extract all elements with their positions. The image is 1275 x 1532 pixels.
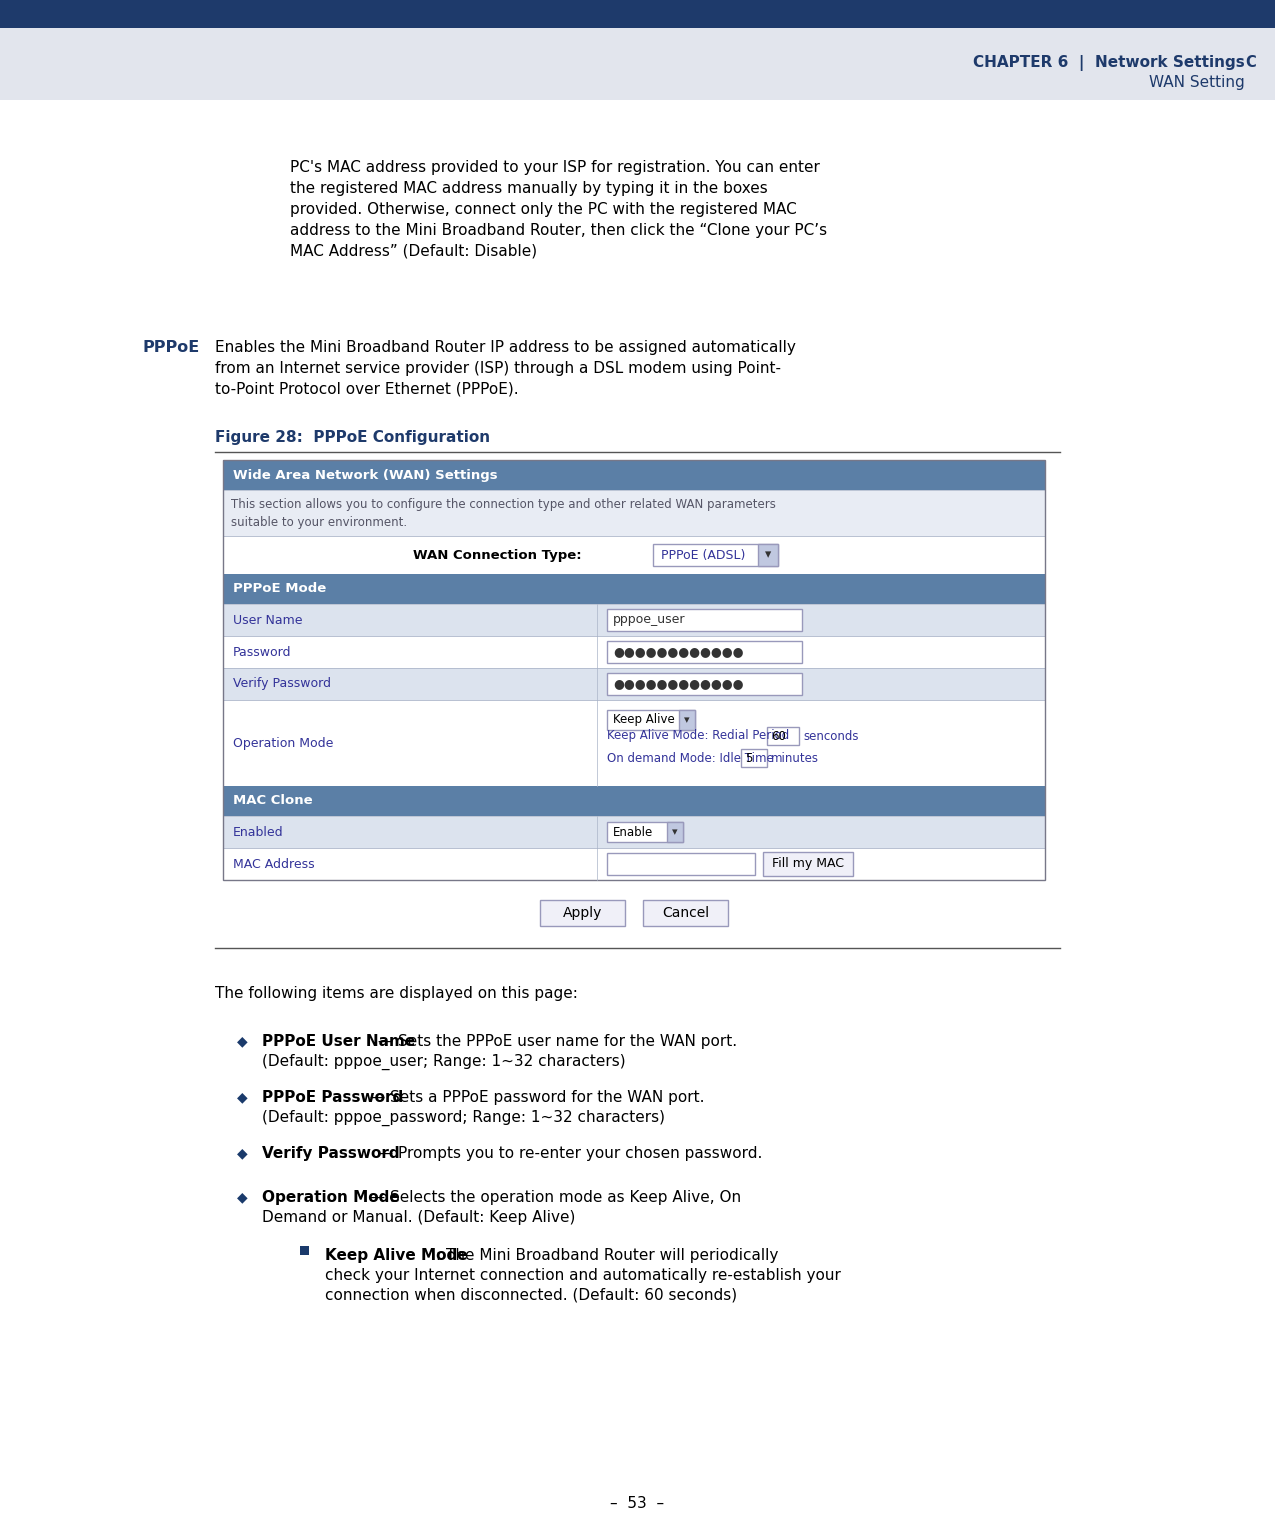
Text: Demand or Manual. (Default: Keep Alive): Demand or Manual. (Default: Keep Alive) xyxy=(261,1210,575,1226)
Bar xyxy=(607,673,802,696)
Text: minutes: minutes xyxy=(771,752,819,764)
Text: : The Mini Broadband Router will periodically: : The Mini Broadband Router will periodi… xyxy=(436,1249,778,1262)
Bar xyxy=(653,544,778,565)
Text: connection when disconnected. (Default: 60 seconds): connection when disconnected. (Default: … xyxy=(325,1288,737,1304)
Text: the registered MAC address manually by typing it in the boxes: the registered MAC address manually by t… xyxy=(289,181,768,196)
Text: PPPoE (ADSL): PPPoE (ADSL) xyxy=(660,548,746,562)
Bar xyxy=(607,640,802,663)
Text: Keep Alive Mode: Redial Period: Keep Alive Mode: Redial Period xyxy=(607,729,789,743)
Text: This section allows you to configure the connection type and other related WAN p: This section allows you to configure the… xyxy=(231,498,776,512)
Text: — Prompts you to re-enter your chosen password.: — Prompts you to re-enter your chosen pa… xyxy=(372,1146,762,1161)
Text: Verify Password: Verify Password xyxy=(261,1146,399,1161)
Text: MAC Address: MAC Address xyxy=(233,858,315,870)
Text: PPPoE: PPPoE xyxy=(143,340,200,355)
Text: C: C xyxy=(1244,55,1256,70)
Bar xyxy=(680,709,695,731)
Text: address to the Mini Broadband Router, then click the “Clone your PC’s: address to the Mini Broadband Router, th… xyxy=(289,224,827,237)
Bar xyxy=(223,668,1046,700)
Bar xyxy=(223,460,1046,490)
Bar xyxy=(607,610,802,631)
Text: Enables the Mini Broadband Router IP address to be assigned automatically: Enables the Mini Broadband Router IP add… xyxy=(215,340,796,355)
Bar xyxy=(223,849,1046,879)
Bar xyxy=(768,728,799,745)
Text: Enabled: Enabled xyxy=(233,826,283,838)
Text: PC's MAC address provided to your ISP for registration. You can enter: PC's MAC address provided to your ISP fo… xyxy=(289,159,820,175)
Text: Keep Alive: Keep Alive xyxy=(613,714,674,726)
Text: Fill my MAC: Fill my MAC xyxy=(771,858,844,870)
Text: — Selects the operation mode as Keep Alive, On: — Selects the operation mode as Keep Ali… xyxy=(365,1190,741,1206)
Bar xyxy=(759,544,778,565)
Text: User Name: User Name xyxy=(233,613,302,627)
Text: CHAPTER 6  |  Network Settings: CHAPTER 6 | Network Settings xyxy=(973,55,1244,70)
Bar xyxy=(223,490,1046,536)
Text: Figure 28:  PPPoE Configuration: Figure 28: PPPoE Configuration xyxy=(215,430,490,444)
Bar xyxy=(0,28,1275,100)
Text: ●●●●●●●●●●●●: ●●●●●●●●●●●● xyxy=(613,677,743,691)
Bar xyxy=(223,460,1046,879)
Text: Operation Mode: Operation Mode xyxy=(233,737,333,749)
Text: PPPoE Password: PPPoE Password xyxy=(261,1089,403,1105)
Text: Operation Mode: Operation Mode xyxy=(261,1190,400,1206)
Text: (Default: pppoe_password; Range: 1~32 characters): (Default: pppoe_password; Range: 1~32 ch… xyxy=(261,1111,666,1126)
Text: Wide Area Network (WAN) Settings: Wide Area Network (WAN) Settings xyxy=(233,469,497,481)
Text: –  53  –: – 53 – xyxy=(609,1497,664,1512)
Text: Verify Password: Verify Password xyxy=(233,677,332,691)
Text: ◆: ◆ xyxy=(237,1190,247,1204)
Text: check your Internet connection and automatically re-establish your: check your Internet connection and autom… xyxy=(325,1268,842,1282)
Text: senconds: senconds xyxy=(803,729,858,743)
Text: WAN Connection Type:: WAN Connection Type: xyxy=(413,548,581,562)
Text: ◆: ◆ xyxy=(237,1089,247,1105)
Text: pppoe_user: pppoe_user xyxy=(613,613,686,627)
Text: Cancel: Cancel xyxy=(662,905,709,921)
Bar xyxy=(223,604,1046,636)
Bar xyxy=(223,536,1046,574)
Bar xyxy=(607,709,695,731)
Bar xyxy=(643,899,728,925)
Bar xyxy=(223,574,1046,604)
Text: ▾: ▾ xyxy=(765,548,771,562)
Text: from an Internet service provider (ISP) through a DSL modem using Point-: from an Internet service provider (ISP) … xyxy=(215,362,782,375)
Bar xyxy=(541,899,625,925)
Bar xyxy=(223,490,1046,536)
Bar xyxy=(223,786,1046,817)
Text: to-Point Protocol over Ethernet (PPPoE).: to-Point Protocol over Ethernet (PPPoE). xyxy=(215,381,519,397)
Text: Keep Alive Mode: Keep Alive Mode xyxy=(325,1249,468,1262)
Bar xyxy=(667,823,683,843)
Text: ●●●●●●●●●●●●: ●●●●●●●●●●●● xyxy=(613,645,743,659)
Text: WAN Setting: WAN Setting xyxy=(1149,75,1244,90)
Bar xyxy=(223,700,1046,786)
Text: provided. Otherwise, connect only the PC with the registered MAC: provided. Otherwise, connect only the PC… xyxy=(289,202,797,218)
Bar xyxy=(762,852,853,876)
Bar xyxy=(607,853,755,875)
Text: Apply: Apply xyxy=(562,905,602,921)
Text: ▾: ▾ xyxy=(685,715,690,725)
Text: On demand Mode: Idle Time: On demand Mode: Idle Time xyxy=(607,752,774,764)
Bar xyxy=(223,817,1046,849)
Text: suitable to your environment.: suitable to your environment. xyxy=(231,516,407,529)
Text: — Sets the PPPoE user name for the WAN port.: — Sets the PPPoE user name for the WAN p… xyxy=(372,1034,737,1049)
Text: (Default: pppoe_user; Range: 1~32 characters): (Default: pppoe_user; Range: 1~32 charac… xyxy=(261,1054,626,1071)
Bar xyxy=(0,0,1275,28)
Text: Enable: Enable xyxy=(613,826,653,838)
Bar xyxy=(607,823,683,843)
Text: Password: Password xyxy=(233,645,292,659)
Text: — Sets a PPPoE password for the WAN port.: — Sets a PPPoE password for the WAN port… xyxy=(365,1089,705,1105)
Bar xyxy=(300,1246,309,1255)
Text: ▾: ▾ xyxy=(672,827,678,836)
Text: MAC Address” (Default: Disable): MAC Address” (Default: Disable) xyxy=(289,244,537,259)
Text: MAC Clone: MAC Clone xyxy=(233,795,312,807)
Bar xyxy=(223,636,1046,668)
Bar xyxy=(741,749,766,768)
Text: 60: 60 xyxy=(771,729,785,743)
Text: ◆: ◆ xyxy=(237,1034,247,1048)
Text: ◆: ◆ xyxy=(237,1146,247,1160)
Text: PPPoE User Name: PPPoE User Name xyxy=(261,1034,416,1049)
Text: 5: 5 xyxy=(745,752,752,764)
Text: PPPoE Mode: PPPoE Mode xyxy=(233,582,326,596)
Text: The following items are displayed on this page:: The following items are displayed on thi… xyxy=(215,987,578,1000)
